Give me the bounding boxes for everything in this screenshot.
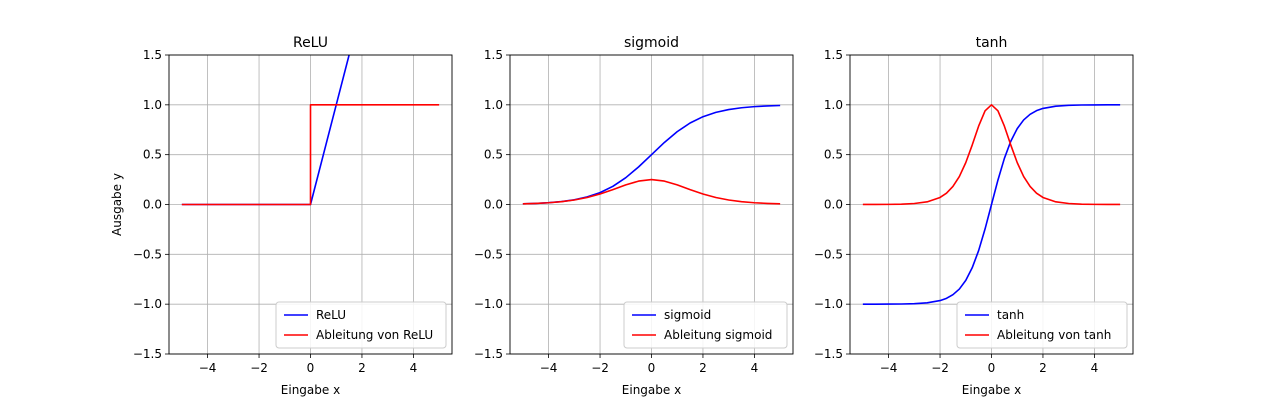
x-axis-label: Eingabe x — [962, 383, 1021, 397]
x-tick-label: −4 — [199, 361, 217, 375]
y-tick-label: −1.5 — [814, 347, 843, 361]
series-line-ableitung-von-tanh — [862, 104, 1121, 206]
legend-label: ReLU — [316, 308, 346, 322]
y-axis-label: Ausgabe y — [110, 173, 124, 236]
y-tick-label: 0.0 — [143, 198, 162, 212]
legend-box — [623, 301, 788, 349]
legend-label: Ableitung sigmoid — [664, 328, 772, 342]
y-tick-label: 1.0 — [824, 98, 843, 112]
legend-box — [956, 301, 1128, 349]
x-tick-label: 0 — [988, 361, 996, 375]
x-tick-label: 0 — [648, 361, 656, 375]
chart-panel-1: −4 −2 0 2 4 −1.5 −1.0 −0.5 0.0 0.5 1.0 1.5 sigmoid Ei… — [474, 35, 794, 397]
x-tick-label: −2 — [931, 361, 949, 375]
y-tick-label: −1.0 — [133, 297, 162, 311]
y-tick-label: −0.5 — [133, 247, 162, 261]
x-tick-label: 4 — [410, 361, 418, 375]
legend-label: Ableitung von ReLU — [316, 328, 433, 342]
x-tick-label: 2 — [358, 361, 366, 375]
y-tick-label: −1.5 — [474, 347, 503, 361]
series-line-tanh — [862, 104, 1121, 305]
y-tick-label: 1.0 — [143, 98, 162, 112]
y-tick-label: 0.0 — [824, 198, 843, 212]
y-tick-label: 1.5 — [484, 48, 503, 62]
x-tick-label: 0 — [307, 361, 315, 375]
x-tick-label: −4 — [880, 361, 898, 375]
x-axis-label: Eingabe x — [281, 383, 340, 397]
x-tick-label: 4 — [1091, 361, 1099, 375]
y-tick-label: −1.0 — [474, 297, 503, 311]
x-tick-label: 2 — [699, 361, 707, 375]
chart-title: sigmoid — [624, 35, 679, 51]
x-axis-label: Eingabe x — [622, 383, 681, 397]
y-tick-label: 0.5 — [143, 148, 162, 162]
y-tick-label: 0.5 — [484, 148, 503, 162]
y-tick-label: 1.5 — [143, 48, 162, 62]
chart-title: tanh — [976, 35, 1008, 51]
chart-panel-0: −4 −2 0 2 4 −1.5 −1.0 −0.5 0.0 0.5 1.0 1.5 ReLU Einga… — [110, 35, 453, 397]
y-tick-label: −1.0 — [814, 297, 843, 311]
y-tick-label: 0.0 — [484, 198, 503, 212]
y-tick-label: 0.5 — [824, 148, 843, 162]
legend-label: sigmoid — [664, 308, 711, 322]
y-tick-label: 1.0 — [484, 98, 503, 112]
y-tick-label: −0.5 — [814, 247, 843, 261]
chart-title: ReLU — [293, 35, 328, 51]
series-line-relu — [181, 55, 350, 206]
x-tick-label: −4 — [540, 361, 558, 375]
legend-box — [275, 301, 447, 349]
x-tick-label: −2 — [591, 361, 609, 375]
legend-label: Ableitung von tanh — [997, 328, 1111, 342]
x-tick-label: 2 — [1039, 361, 1047, 375]
x-tick-label: 4 — [751, 361, 759, 375]
series-line-ableitung-sigmoid — [522, 178, 781, 205]
x-tick-label: −2 — [250, 361, 268, 375]
chart-panel-2: −4 −2 0 2 4 −1.5 −1.0 −0.5 0.0 0.5 1.0 1.5 tanh Einga… — [814, 35, 1134, 397]
y-tick-label: −0.5 — [474, 247, 503, 261]
y-tick-label: 1.5 — [824, 48, 843, 62]
series-line-ableitung-von-relu — [181, 104, 440, 206]
y-tick-label: −1.5 — [133, 347, 162, 361]
legend-label: tanh — [997, 308, 1024, 322]
